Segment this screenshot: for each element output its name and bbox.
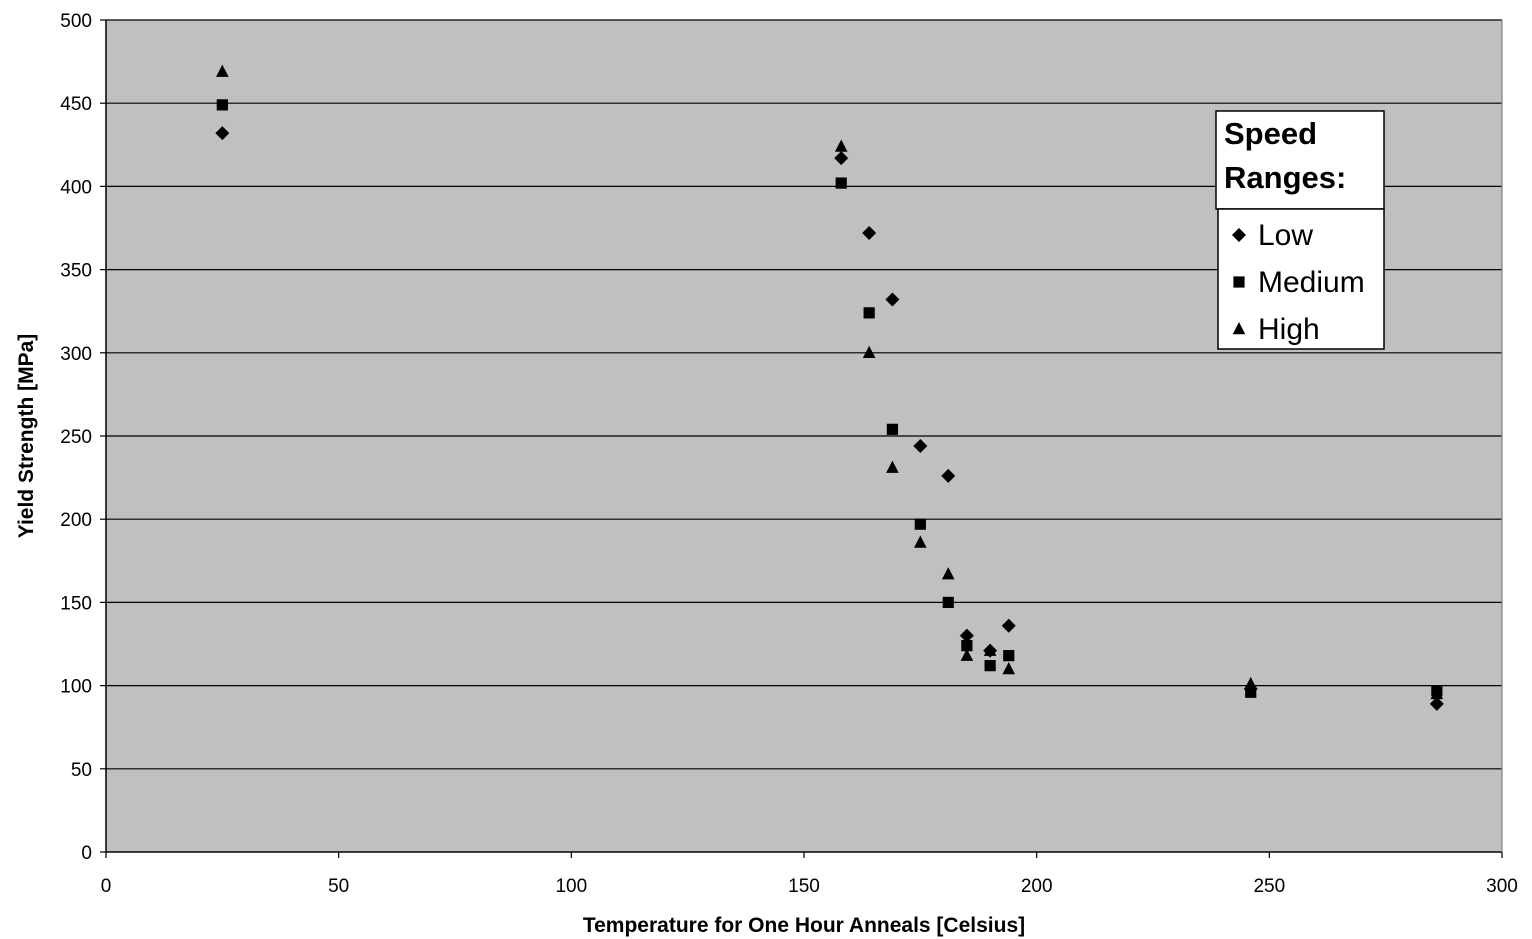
data-point-low [959,628,974,643]
data-point-high [886,460,899,473]
data-point-low [941,468,956,483]
legend-title-line-1: Speed [1224,116,1317,151]
data-point-high [862,345,876,359]
data-point-medium [914,518,926,530]
data-point-medium [942,596,954,608]
y-axis-title: Yield Strength [MPa] [15,334,38,539]
x-tick-label: 0 [101,876,112,897]
data-point-medium [984,660,996,672]
x-tick-label: 50 [328,876,349,897]
y-tick-label: 400 [60,177,92,198]
y-tick-label: 450 [60,94,92,115]
data-point-low [1429,696,1444,711]
x-tick-label: 250 [1253,876,1285,897]
y-tick-label: 300 [60,344,92,365]
data-point-low [1001,618,1016,633]
data-points [215,64,1444,711]
x-tick-label: 100 [555,876,587,897]
legend-label-high: High [1258,313,1320,346]
y-tick-label: 150 [60,593,92,614]
y-tick-label: 50 [71,760,92,781]
y-tick-label: 200 [60,510,92,531]
y-tick-label: 250 [60,427,92,448]
data-point-medium [216,99,228,111]
data-point-medium [886,423,899,435]
data-point-medium [961,640,973,652]
legend-entries: Low Medium High [1232,219,1365,346]
legend-marker-low [1232,228,1246,242]
data-point-low [913,438,928,453]
legend: Speed Ranges: Low Medium High [1215,110,1385,350]
data-point-medium [863,307,875,319]
legend-marker-medium [1233,276,1245,288]
data-point-low [834,151,849,166]
y-tick-label: 100 [60,677,92,698]
data-point-high [216,64,229,77]
legend-title-line-2: Ranges: [1224,160,1346,195]
x-tick-labels: 0 50 100 150 200 250 300 [101,876,1518,897]
x-axis-title: Temperature for One Hour Anneals [Celsiu… [583,914,1025,937]
legend-marker-high [1232,322,1246,335]
data-point-high [1430,686,1444,700]
data-point-high [1244,676,1258,690]
y-tick-label: 500 [60,11,92,32]
data-point-low [885,292,900,307]
legend-title-box [1215,110,1385,210]
data-point-medium [835,177,847,189]
legend-entries-box [1217,208,1385,350]
axes [100,19,1503,858]
data-point-high [834,139,848,152]
y-tick-label: 0 [81,843,92,864]
x-tick-label: 200 [1021,876,1053,897]
data-point-high [941,567,955,580]
legend-label-low: Low [1258,219,1313,252]
data-point-high [914,535,927,548]
data-point-low [215,126,230,141]
data-point-high [983,643,997,656]
data-point-high [960,648,974,661]
data-point-medium [1245,686,1257,698]
x-tick-label: 300 [1486,876,1518,897]
x-tick-label: 150 [788,876,820,897]
data-point-medium [1003,650,1015,662]
legend-label-medium: Medium [1258,266,1365,299]
data-point-high [1002,661,1016,675]
y-tick-label: 350 [60,261,92,282]
y-tick-labels: 0 50 100 150 200 250 300 350 400 450 500 [60,11,92,864]
data-point-low [862,225,877,240]
